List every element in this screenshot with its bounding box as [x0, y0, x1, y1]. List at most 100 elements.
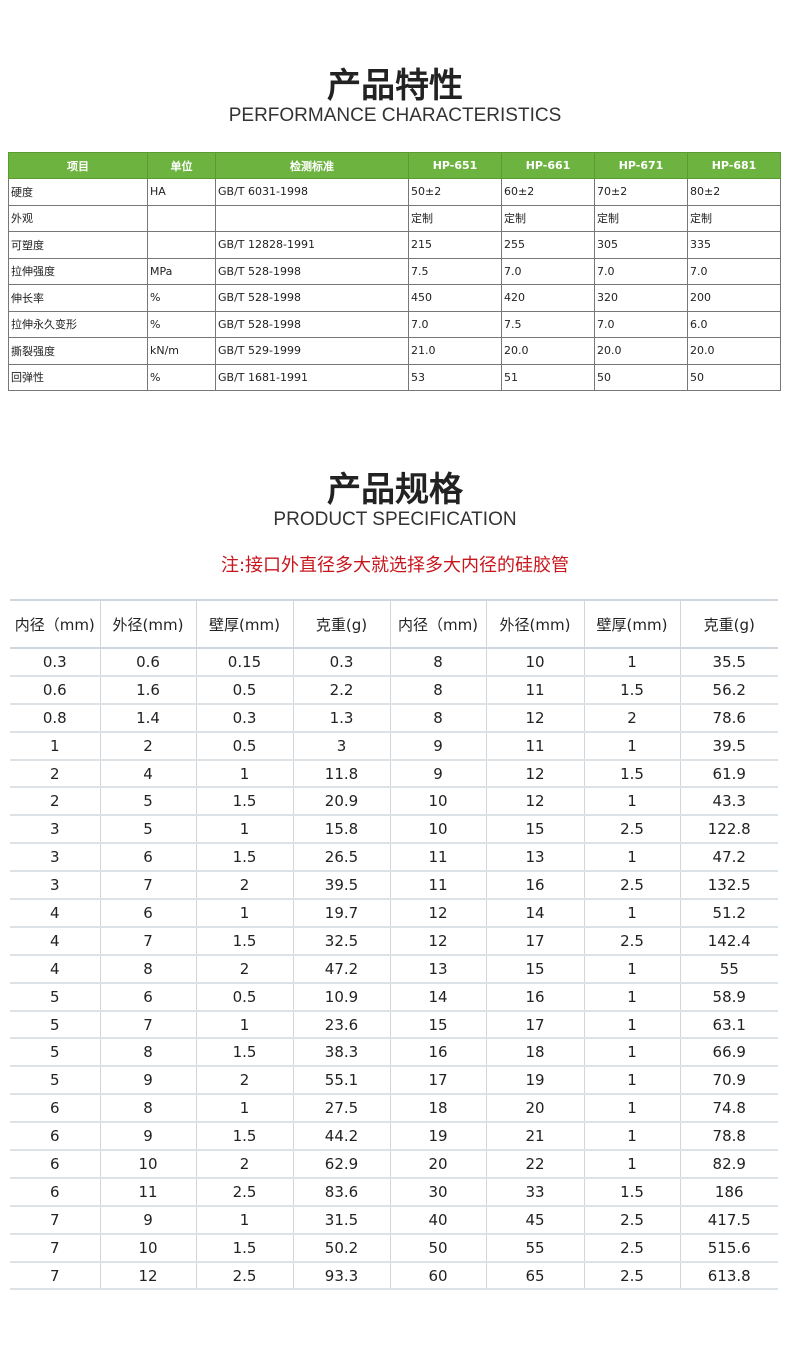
performance-cell: 定制: [687, 204, 781, 232]
table-row: 回弹性% GB/T 1681-1991 53 51 50 50: [8, 363, 781, 391]
performance-cell: 可塑度: [8, 231, 148, 259]
spec-cell: 1: [584, 982, 681, 1012]
performance-cell: 硬度: [8, 178, 148, 206]
spec-cell: 6: [100, 982, 197, 1012]
spec-cell: 1: [584, 1038, 681, 1068]
spec-cell: 50.2: [293, 1233, 391, 1263]
spec-cell: 1.5: [196, 1038, 294, 1068]
spec-cell: 60: [390, 1261, 487, 1291]
spec-cell: 0.3: [293, 648, 391, 677]
performance-cell: GB/T 12828-1991: [215, 231, 409, 259]
spec-cell: 78.6: [680, 703, 778, 733]
spec-cell: 74.8: [680, 1094, 778, 1124]
spec-cell: 83.6: [293, 1177, 391, 1207]
spec-cell: 3: [10, 871, 101, 901]
spec-cell: 12: [390, 899, 487, 928]
spec-cell: 56.2: [680, 675, 778, 705]
spec-cell: 31.5: [293, 1205, 391, 1235]
spec-cell: 4: [10, 899, 101, 928]
table-row: 2 4 1 11.8 9 12 1.5 61.9: [10, 759, 778, 789]
spec-cell: 2.5: [584, 815, 681, 845]
performance-header-cell: HP-671: [594, 152, 688, 179]
spec-cell: 3: [293, 731, 391, 761]
spec-cell: 82.9: [680, 1150, 778, 1179]
spec-cell: 8: [390, 703, 487, 733]
performance-cell: 7.0: [501, 257, 595, 285]
table-row: 硬度 HA GB/T 6031-1998 50±2 60±2 70±2 80±2: [8, 178, 781, 206]
performance-cell: GB/T 528-1998: [215, 284, 409, 312]
spec-cell: 2: [100, 731, 197, 761]
performance-cell: 7.0: [594, 257, 688, 285]
spec-header-cell: 克重(g): [293, 600, 391, 649]
spec-cell: 61.9: [680, 759, 778, 789]
spec-cell: 0.6: [10, 675, 101, 705]
performance-cell: 20.0: [594, 337, 688, 365]
table-row: 0.3 0.6 0.15 0.3 8 10 1 35.5: [10, 648, 778, 677]
table-row: 7 12 2.5 93.3 60 65 2.5 613.8: [10, 1261, 778, 1291]
table-row: 4 7 1.5 32.5 12 17 2.5 142.4: [10, 926, 778, 956]
table-row: 2 5 1.5 20.9 10 12 1 43.3: [10, 787, 778, 817]
spec-cell: 0.8: [10, 703, 101, 733]
spec-cell: 30: [390, 1177, 487, 1207]
performance-cell: 335: [687, 231, 781, 259]
spec-cell: 15: [486, 815, 585, 845]
spec-cell: 43.3: [680, 787, 778, 817]
spec-cell: 16: [486, 871, 585, 901]
performance-header-cell: 项目: [8, 152, 148, 179]
performance-header-cell: HP-661: [501, 152, 595, 179]
section-subtitle-performance: PERFORMANCE CHARACTERISTICS: [228, 105, 562, 126]
table-row: 6 11 2.5 83.6 30 33 1.5 186: [10, 1177, 778, 1207]
spec-cell: 27.5: [293, 1094, 391, 1124]
performance-cell: %: [147, 284, 216, 312]
table-row: 7 9 1 31.5 40 45 2.5 417.5: [10, 1205, 778, 1235]
performance-header-cell: HP-651: [408, 152, 502, 179]
spec-cell: 122.8: [680, 815, 778, 845]
spec-cell: 39.5: [293, 871, 391, 901]
spec-cell: 4: [10, 926, 101, 956]
spec-cell: 10: [390, 787, 487, 817]
spec-cell: 63.1: [680, 1010, 778, 1040]
spec-cell: 8: [100, 954, 197, 984]
spec-cell: 6: [10, 1122, 101, 1152]
section-title-specification: 产品规格: [327, 470, 463, 510]
performance-cell: GB/T 528-1998: [215, 257, 409, 285]
table-row: 5 7 1 23.6 15 17 1 63.1: [10, 1010, 778, 1040]
performance-cell: GB/T 1681-1991: [215, 363, 409, 391]
spec-cell: 1: [584, 899, 681, 928]
spec-cell: 1: [584, 843, 681, 873]
spec-cell: 1.6: [100, 675, 197, 705]
spec-cell: 8: [390, 675, 487, 705]
table-row: 0.6 1.6 0.5 2.2 8 11 1.5 56.2: [10, 675, 778, 705]
table-row: 3 6 1.5 26.5 11 13 1 47.2: [10, 843, 778, 873]
table-row: 拉伸永久变形% GB/T 528-1998 7.0 7.5 7.0 6.0: [8, 310, 781, 338]
spec-cell: 33: [486, 1177, 585, 1207]
spec-cell: 58.9: [680, 982, 778, 1012]
spec-cell: 6: [10, 1177, 101, 1207]
spec-cell: 2: [196, 1150, 294, 1179]
spec-cell: 2: [196, 954, 294, 984]
spec-cell: 39.5: [680, 731, 778, 761]
spec-header-cell: 外径(mm): [100, 600, 197, 649]
performance-cell: [215, 204, 409, 232]
spec-cell: 1: [584, 787, 681, 817]
spec-cell: 1: [10, 731, 101, 761]
spec-cell: 1: [196, 1094, 294, 1124]
spec-cell: 11: [390, 843, 487, 873]
spec-cell: 2.2: [293, 675, 391, 705]
section-title-performance: 产品特性: [327, 66, 463, 106]
spec-cell: 1.5: [196, 1122, 294, 1152]
performance-cell: 450: [408, 284, 502, 312]
performance-table: 项目 单位 检测标准 HP-651 HP-661 HP-671 HP-681 硬度 HA GB/T…: [8, 152, 781, 391]
spec-cell: 0.5: [196, 675, 294, 705]
spec-cell: 515.6: [680, 1233, 778, 1263]
performance-cell: 撕裂强度: [8, 337, 148, 365]
spec-cell: 142.4: [680, 926, 778, 956]
performance-cell: 50±2: [408, 178, 502, 206]
spec-cell: 18: [390, 1094, 487, 1124]
performance-cell: 50: [687, 363, 781, 391]
table-row: 5 9 2 55.1 17 19 1 70.9: [10, 1066, 778, 1096]
spec-header-cell: 内径（mm): [390, 600, 487, 649]
spec-cell: 0.15: [196, 648, 294, 677]
spec-cell: 19.7: [293, 899, 391, 928]
spec-cell: 7: [100, 1010, 197, 1040]
